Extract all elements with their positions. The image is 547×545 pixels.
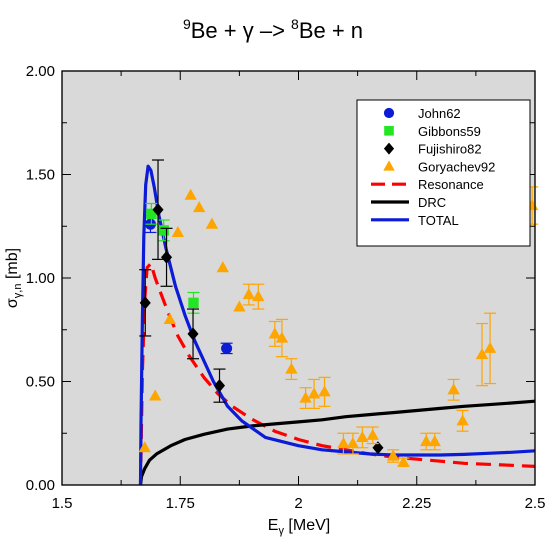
goryachev92-point [192,201,206,213]
plot-frame [61,70,536,486]
x-tick-label: 2.5 [525,495,546,512]
goryachev92-point [318,385,331,397]
y-tick-label: 1.50 [26,167,55,184]
title-mass-number-2: 8 [291,16,299,32]
goryachev92-point [356,430,369,442]
legend-drc-label: DRC [418,195,446,210]
goryachev92-point [420,435,433,447]
fujishiro82-point [213,379,226,393]
goryachev92-point [337,437,350,449]
gibbons59-point [158,225,169,236]
goryachev92-point [299,391,312,403]
x-tick-label: 1.75 [166,495,195,512]
total-curve [138,164,536,486]
gibbons59-point [188,297,199,309]
x-tick-label: 1.5 [52,495,73,512]
goryachev92-point [163,312,177,324]
goryachev92-point [184,188,197,200]
goryachev92-point [346,437,360,449]
title-mass-number-1: 9 [183,16,191,32]
y-axis-label-unit: [mb] [4,248,21,284]
goryachev92-point [366,428,379,440]
y-axis-label-sub: γ,n [12,284,24,299]
goryachev92-point [307,387,321,399]
series-points [138,159,539,467]
legend-total-label: TOTAL [418,213,459,228]
x-axis-label: Eγ [MeV] [268,517,330,537]
resonance-curve [138,261,536,486]
x-axis-label-sub: γ [278,525,284,537]
legend-box [356,99,531,247]
fujishiro82-point [161,250,173,264]
goryachev92-point [138,441,151,453]
drc-curve [138,399,536,486]
series-lines [138,164,536,486]
x-axis-label-unit: [MeV] [284,517,330,534]
y-tick-label: 0.00 [26,477,55,494]
goryachev92-point [397,455,410,467]
fujishiro82-point [372,441,384,455]
goryachev92-point [268,327,282,339]
goryachev92-point [483,341,497,353]
goryachev92-series [138,167,539,467]
john62-point [221,342,233,354]
goryachev92-point [447,383,460,395]
legend-goryachev92-label: Goryachev92 [418,159,495,174]
axis-ticks: 1.5 1.75 2 2.25 2.5 0.00 0.50 1.00 1.50 2.00 [26,63,546,512]
chart-title: 9Be + γ –> 8Be + n [183,16,363,43]
y-axis-label-main: σ [4,298,21,308]
goryachev92-point [275,331,289,343]
goryachev92-point [205,217,219,229]
y-axis-label: σγ,n [mb] [4,248,24,308]
y-tick-label: 1.00 [26,270,55,287]
gibbons59-point [146,208,157,220]
goryachev92-point [386,449,400,461]
title-part-2: Be + n [299,18,363,43]
legend-fujishiro82-label: Fujishiro82 [418,142,482,157]
legend-john62-marker [383,107,395,119]
goryachev92-point [475,348,489,360]
legend-fujishiro82-marker [383,142,395,155]
goryachev92-point [233,300,246,312]
legend-gibbons59-marker [384,126,394,136]
goryachev92-point [428,435,441,447]
legend-john62-label: John62 [418,106,461,121]
goryachev92-point [216,261,229,273]
goryachev92-point [149,389,162,401]
fujishiro82-point [139,296,151,310]
y-tick-label: 2.00 [26,63,55,80]
fujishiro82-point [187,327,199,341]
legend-gibbons59-label: Gibbons59 [418,124,481,139]
legend-resonance-label: Resonance [418,177,484,192]
legend: John62 Gibbons59 Fujishiro82 Goryachev92 Res… [356,99,531,247]
x-axis-label-main: E [268,517,279,534]
goryachev92-point [242,288,256,300]
goryachev92-point [252,290,265,302]
goryachev92-point [456,414,469,426]
x-tick-label: 2 [294,495,302,512]
fujishiro82-point [152,203,164,217]
legend-goryachev92-marker [383,160,395,171]
y-tick-label: 0.50 [26,374,55,391]
goryachev92-point [171,225,185,238]
x-tick-label: 2.25 [402,495,431,512]
fujishiro82-series [139,159,384,455]
goryachev92-point [285,362,298,374]
title-part-1: Be + γ –> [191,18,291,43]
